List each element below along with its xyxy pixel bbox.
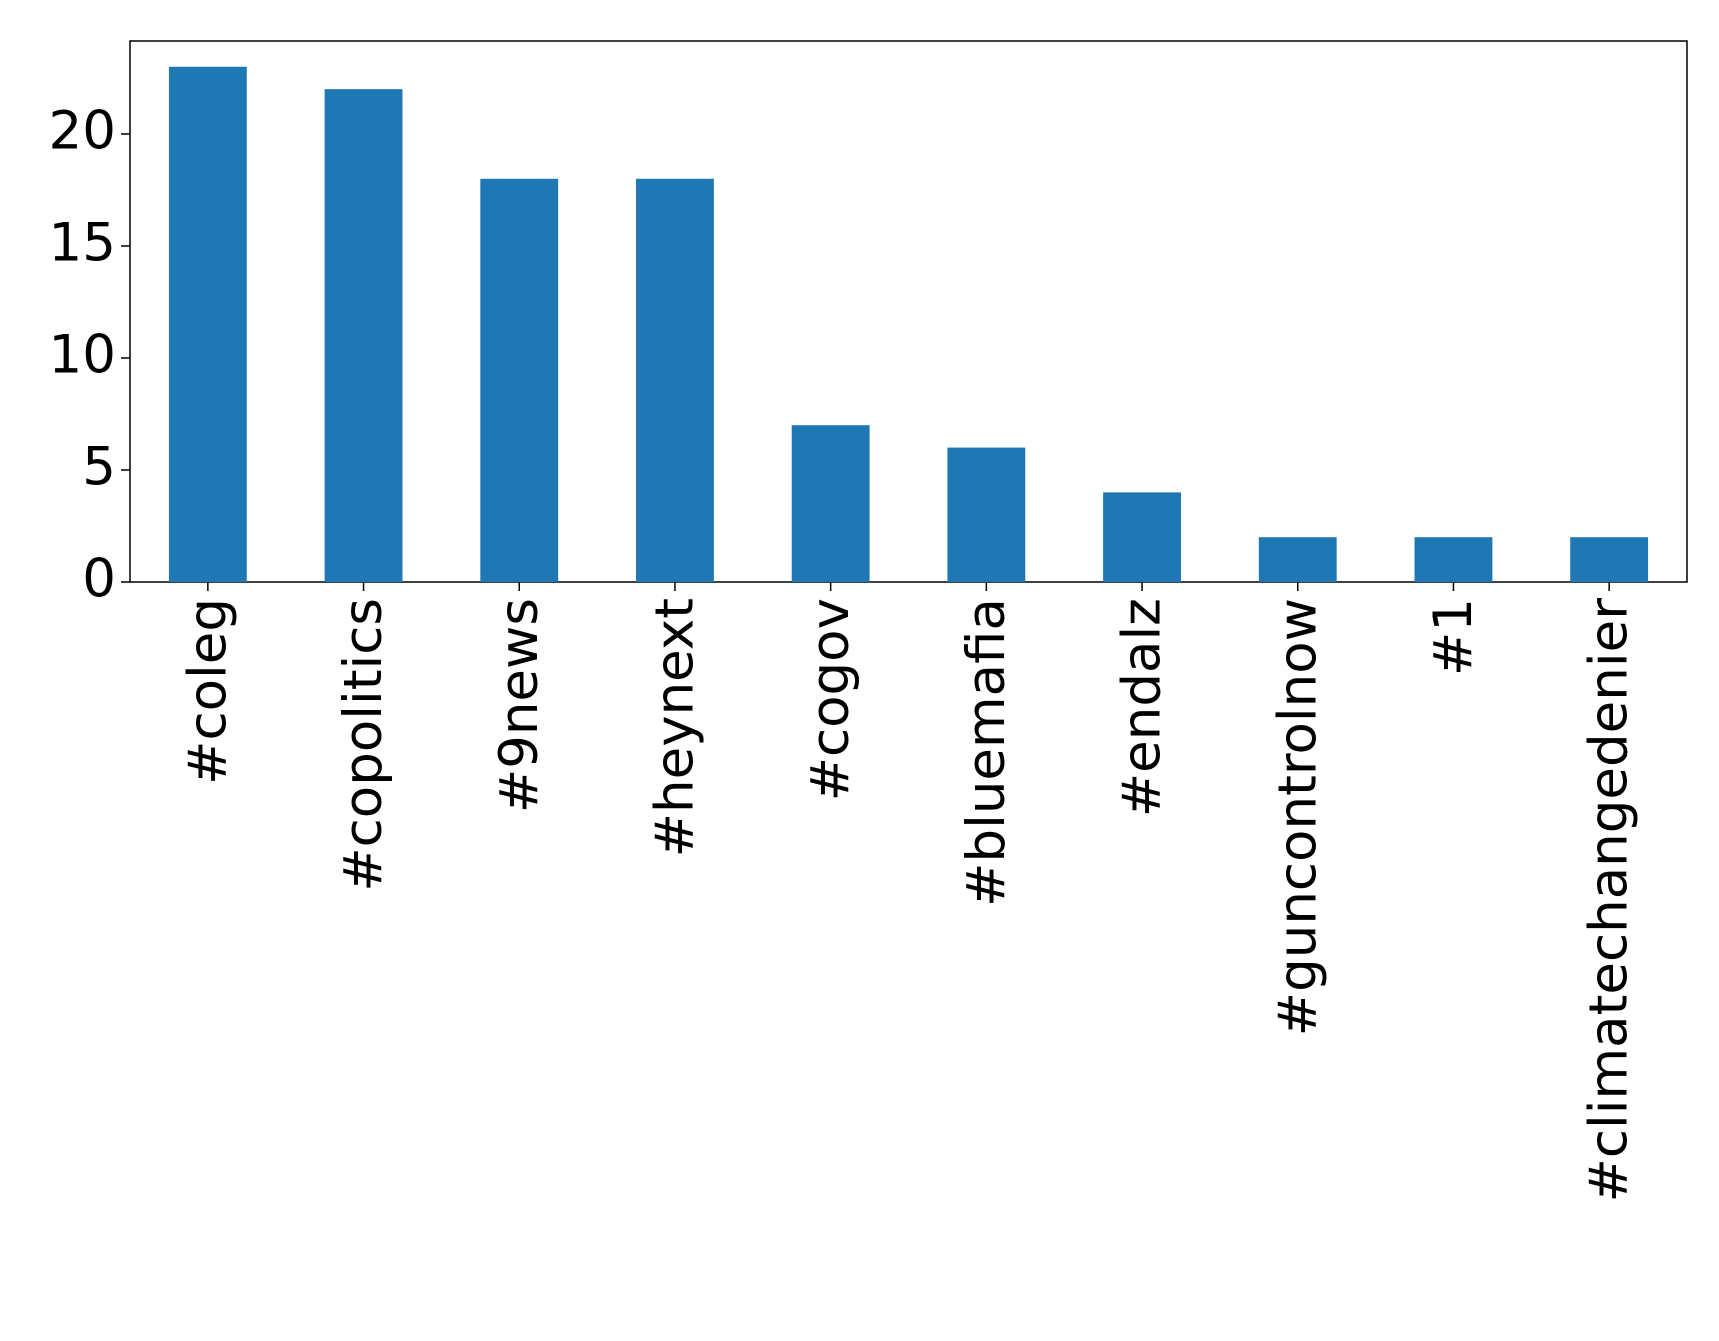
y-tick-label: 0: [82, 549, 116, 610]
bar: [1414, 537, 1493, 582]
x-tick-label: #climatechangedenier: [1579, 598, 1640, 1203]
x-tick-label: #coleg: [177, 598, 238, 785]
y-tick-label: 20: [49, 101, 116, 162]
x-tick-label: #endalz: [1112, 598, 1173, 817]
x-tick-label: #bluemafia: [956, 598, 1017, 907]
x-tick-label: #copolitics: [333, 598, 394, 892]
bar: [168, 66, 247, 582]
y-tick-label: 15: [49, 213, 116, 274]
bar: [636, 178, 714, 582]
x-tick-label: #1: [1423, 598, 1484, 676]
x-tick-label: #heynext: [644, 598, 705, 857]
bar: [1103, 492, 1181, 582]
x-tick-label: #guncontrolnow: [1267, 598, 1328, 1036]
bar: [791, 425, 870, 582]
bar: [947, 447, 1026, 582]
y-tick-label: 10: [49, 325, 116, 386]
plot-frame: [129, 40, 1688, 583]
y-tick-label: 5: [82, 437, 116, 498]
bar: [1258, 537, 1337, 582]
bar: [1570, 537, 1649, 582]
bar: [324, 89, 403, 582]
bar: [480, 178, 559, 582]
x-tick-label: #cogov: [800, 598, 861, 801]
x-tick-label: #9news: [489, 598, 550, 813]
